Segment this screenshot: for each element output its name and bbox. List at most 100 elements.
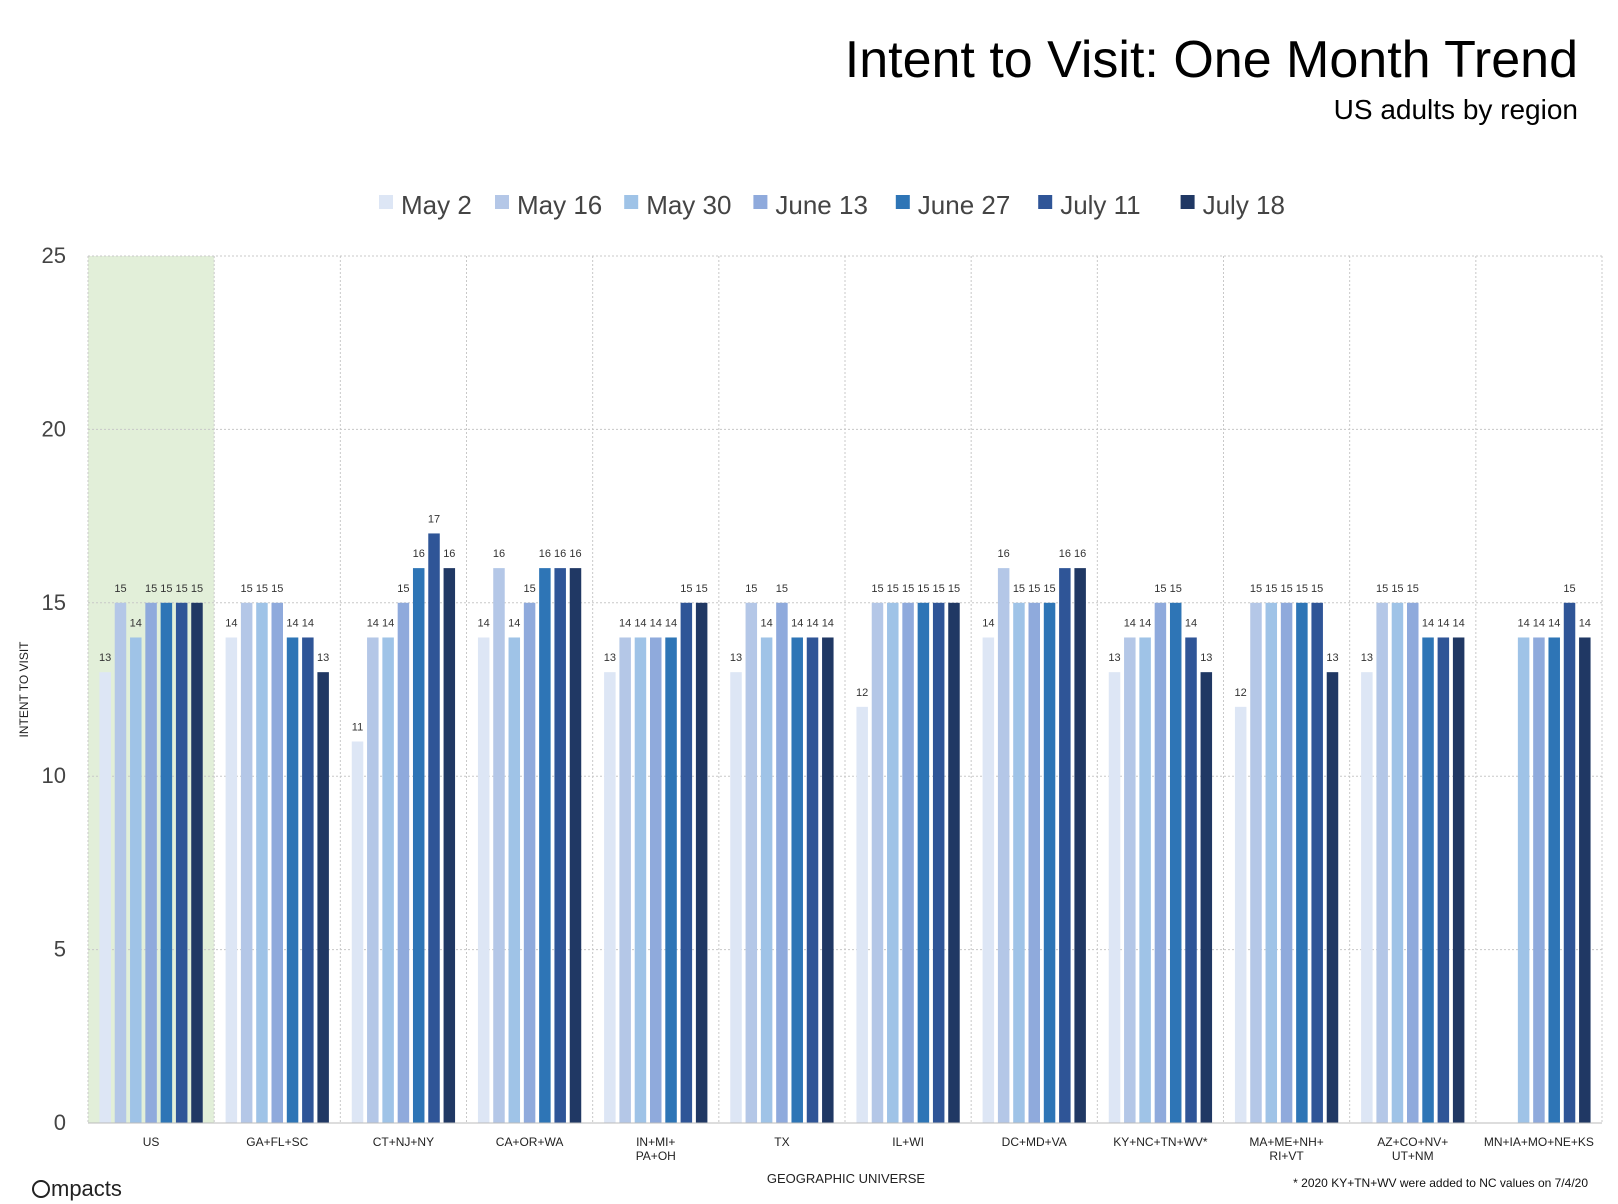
- bar: [175, 602, 188, 1123]
- data-label: 15: [1170, 583, 1182, 595]
- data-label: 16: [413, 548, 425, 560]
- y-tick-label: 25: [42, 243, 66, 268]
- bar: [1437, 637, 1450, 1123]
- data-label: 15: [1154, 583, 1166, 595]
- data-label: 14: [130, 617, 142, 629]
- bar: [982, 637, 995, 1123]
- footnote: * 2020 KY+TN+WV were added to NC values …: [1293, 1176, 1588, 1190]
- bar: [1517, 637, 1530, 1123]
- data-label: 14: [822, 617, 834, 629]
- bar: [130, 637, 142, 1123]
- bar: [114, 602, 127, 1123]
- x-tick-label: KY+NC+TN+WV*: [1113, 1135, 1208, 1149]
- data-label: 15: [397, 583, 409, 595]
- legend-swatch: [1038, 195, 1053, 209]
- impacts-logo: mpacts: [32, 1176, 122, 1202]
- bar: [997, 568, 1010, 1123]
- y-tick-label: 0: [54, 1110, 66, 1135]
- bar: [477, 637, 490, 1123]
- data-label: 15: [948, 583, 960, 595]
- data-label: 13: [730, 652, 742, 664]
- data-label: 14: [1422, 617, 1434, 629]
- bar: [1548, 637, 1560, 1123]
- bar: [932, 602, 945, 1123]
- bar: [1074, 568, 1086, 1123]
- bar: [1013, 602, 1025, 1123]
- bar: [256, 602, 268, 1123]
- data-label: 15: [145, 583, 157, 595]
- bar: [271, 602, 283, 1123]
- data-label: 16: [569, 548, 581, 560]
- data-label: 13: [1361, 652, 1373, 664]
- bar: [317, 672, 329, 1123]
- data-label: 15: [1265, 583, 1277, 595]
- bar: [1124, 637, 1136, 1123]
- data-label: 15: [1563, 583, 1575, 595]
- x-tick-label: RI+VT: [1269, 1149, 1304, 1163]
- data-label: 14: [1548, 617, 1560, 629]
- bar: [856, 706, 868, 1123]
- x-tick-label: IN+MI+: [636, 1135, 675, 1149]
- bar: [1169, 602, 1182, 1123]
- data-label: 13: [1108, 652, 1120, 664]
- data-label: 16: [443, 548, 455, 560]
- bar: [902, 602, 914, 1123]
- bar: [1028, 602, 1040, 1123]
- bar: [428, 533, 440, 1123]
- data-label: 14: [791, 617, 803, 629]
- data-label: 15: [1250, 583, 1262, 595]
- bar: [1361, 672, 1373, 1123]
- data-label: 14: [982, 617, 994, 629]
- x-tick-label: CT+NJ+NY: [373, 1135, 434, 1149]
- data-label: 14: [478, 617, 490, 629]
- bar: [493, 568, 505, 1123]
- bar: [1391, 602, 1404, 1123]
- data-label: 16: [1074, 548, 1086, 560]
- x-tick-label: GA+FL+SC: [246, 1135, 308, 1149]
- data-label: 15: [696, 583, 708, 595]
- data-label: 15: [871, 583, 883, 595]
- data-label: 14: [1453, 617, 1465, 629]
- data-label: 14: [806, 617, 818, 629]
- data-label: 15: [241, 583, 253, 595]
- data-label: 14: [286, 617, 298, 629]
- chart-title: Intent to Visit: One Month Trend: [844, 31, 1578, 89]
- data-label: 14: [650, 617, 662, 629]
- bar: [1376, 602, 1388, 1123]
- data-label: 15: [1296, 583, 1308, 595]
- data-label: 15: [1043, 583, 1055, 595]
- legend-swatch: [495, 195, 509, 209]
- data-label: 15: [1311, 583, 1323, 595]
- bar: [760, 637, 773, 1123]
- bar: [1200, 672, 1213, 1123]
- bar: [191, 602, 203, 1123]
- data-label: 11: [352, 722, 363, 734]
- y-tick-label: 5: [54, 937, 66, 962]
- data-label: 12: [1235, 687, 1247, 699]
- x-tick-label: AZ+CO+NV+: [1377, 1135, 1448, 1149]
- data-label: 15: [1280, 583, 1292, 595]
- x-tick-label: MN+IA+MO+NE+KS: [1484, 1135, 1594, 1149]
- legend-swatch: [379, 195, 393, 209]
- x-axis-title: GEOGRAPHIC UNIVERSE: [767, 1171, 926, 1186]
- x-tick-label: DC+MD+VA: [1002, 1135, 1067, 1149]
- data-label: 15: [1376, 583, 1388, 595]
- bar: [1422, 637, 1434, 1123]
- data-label: 14: [1139, 617, 1151, 629]
- data-label: 15: [933, 583, 945, 595]
- data-label: 15: [1407, 583, 1419, 595]
- data-label: 14: [619, 617, 631, 629]
- bar: [1311, 602, 1323, 1123]
- bar: [1280, 602, 1293, 1123]
- data-label: 15: [160, 583, 172, 595]
- chart-subtitle: US adults by region: [1333, 94, 1578, 125]
- bar: [569, 568, 582, 1123]
- x-tick-label: PA+OH: [636, 1149, 676, 1163]
- data-label: 14: [382, 617, 394, 629]
- bar: [917, 602, 930, 1123]
- bar: [822, 637, 834, 1123]
- data-label: 15: [176, 583, 188, 595]
- data-label: 14: [367, 617, 379, 629]
- data-label: 14: [1185, 617, 1197, 629]
